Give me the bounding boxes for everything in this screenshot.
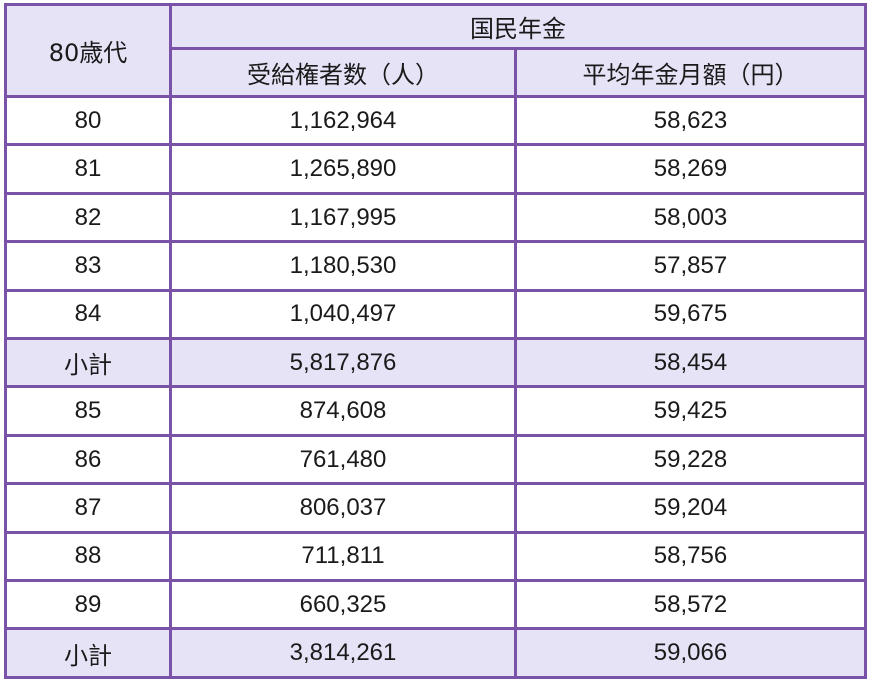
recipients-cell: 3,814,261 <box>169 627 517 679</box>
age-group-header: 80歳代 <box>4 3 172 98</box>
age-cell: 87 <box>4 482 172 534</box>
age-cell: 81 <box>4 143 172 195</box>
recipients-cell: 806,037 <box>169 482 517 534</box>
avg-monthly-cell: 58,003 <box>514 191 867 244</box>
table-row: 82 1,167,995 58,003 <box>4 191 867 244</box>
age-cell: 86 <box>4 433 172 486</box>
avg-monthly-cell: 59,228 <box>514 433 867 486</box>
avg-monthly-cell: 59,066 <box>514 627 867 679</box>
recipients-cell: 711,811 <box>169 530 517 583</box>
subtotal-row: 小計 5,817,876 58,454 <box>4 337 867 389</box>
table-row: 88 711,811 58,756 <box>4 530 867 583</box>
age-cell: 83 <box>4 240 172 292</box>
subtotal-row: 小計 3,814,261 59,066 <box>4 627 867 679</box>
avg-monthly-cell: 59,675 <box>514 288 867 341</box>
recipients-cell: 1,180,530 <box>169 240 517 292</box>
national-pension-header: 国民年金 <box>169 3 867 50</box>
age-cell: 小計 <box>4 337 172 389</box>
avg-monthly-cell: 59,204 <box>514 482 867 534</box>
recipients-cell: 1,167,995 <box>169 191 517 244</box>
recipients-cell: 1,265,890 <box>169 143 517 195</box>
table-row: 89 660,325 58,572 <box>4 579 867 631</box>
recipients-cell: 660,325 <box>169 579 517 631</box>
avg-monthly-cell: 58,454 <box>514 337 867 389</box>
recipients-cell: 761,480 <box>169 433 517 486</box>
table-row: 81 1,265,890 58,269 <box>4 143 867 195</box>
table-row: 84 1,040,497 59,675 <box>4 288 867 341</box>
age-cell: 小計 <box>4 627 172 679</box>
avg-monthly-cell: 58,572 <box>514 579 867 631</box>
age-cell: 82 <box>4 191 172 244</box>
recipients-cell: 1,040,497 <box>169 288 517 341</box>
avg-monthly-cell: 58,756 <box>514 530 867 583</box>
recipients-cell: 5,817,876 <box>169 337 517 389</box>
table-row: 86 761,480 59,228 <box>4 433 867 486</box>
avg-monthly-cell: 57,857 <box>514 240 867 292</box>
avg-monthly-column-header: 平均年金月額（円） <box>514 47 867 98</box>
avg-monthly-cell: 58,623 <box>514 94 867 147</box>
recipients-column-header: 受給権者数（人） <box>169 47 517 98</box>
recipients-cell: 874,608 <box>169 385 517 437</box>
age-cell: 85 <box>4 385 172 437</box>
table-row: 83 1,180,530 57,857 <box>4 240 867 292</box>
age-cell: 84 <box>4 288 172 341</box>
recipients-cell: 1,162,964 <box>169 94 517 147</box>
pension-table: 80歳代 国民年金 受給権者数（人） 平均年金月額（円） 80 1,162,964… <box>4 3 867 679</box>
table-row: 80 1,162,964 58,623 <box>4 94 867 147</box>
age-cell: 80 <box>4 94 172 147</box>
table-row: 85 874,608 59,425 <box>4 385 867 437</box>
avg-monthly-cell: 58,269 <box>514 143 867 195</box>
avg-monthly-cell: 59,425 <box>514 385 867 437</box>
table-row: 87 806,037 59,204 <box>4 482 867 534</box>
age-cell: 88 <box>4 530 172 583</box>
age-cell: 89 <box>4 579 172 631</box>
